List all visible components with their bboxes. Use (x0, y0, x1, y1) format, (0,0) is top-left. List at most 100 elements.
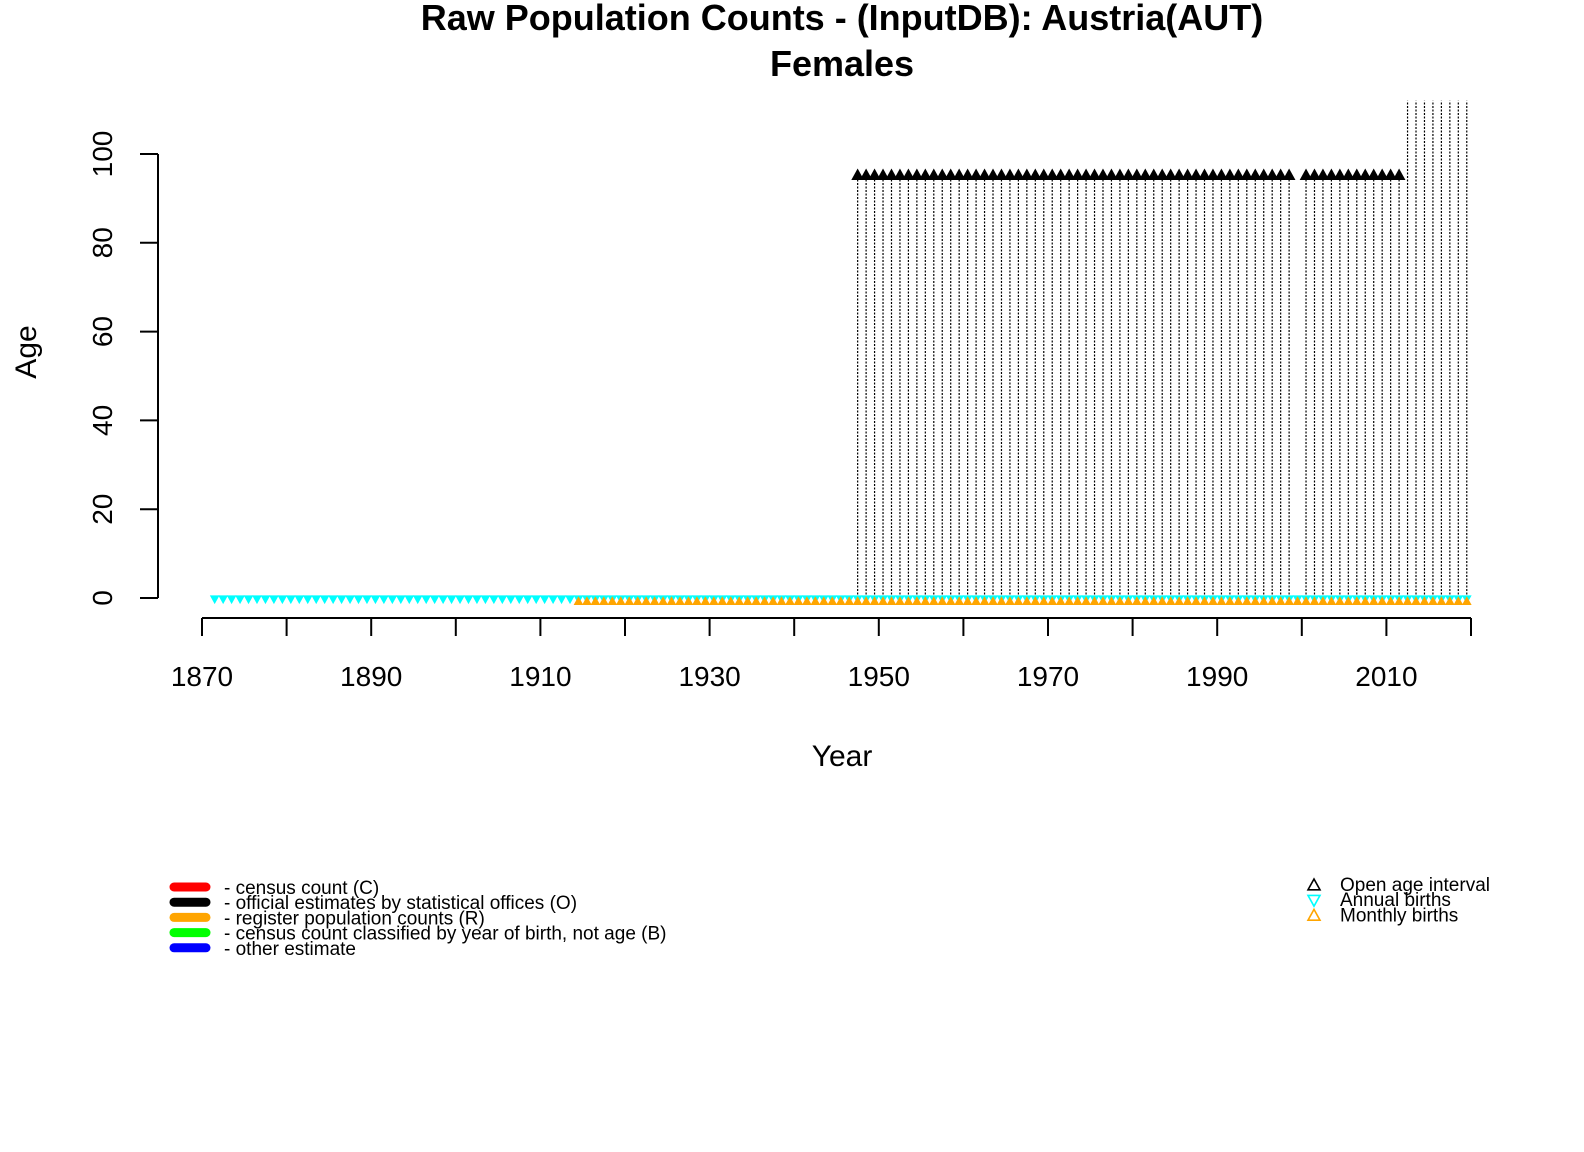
open-age-point (868, 168, 881, 180)
monthly-births-point (1453, 596, 1464, 606)
monthly-births-point (1131, 596, 1142, 606)
chart-title: Raw Population Counts - (InputDB): Austr… (421, 0, 1264, 38)
annual-births-point (302, 595, 313, 605)
open-age-point (1105, 168, 1118, 180)
annual-births-point (319, 595, 330, 605)
monthly-births-point (1241, 596, 1252, 606)
legend-label: Open age interval (1340, 875, 1490, 896)
monthly-births-point (1428, 596, 1438, 606)
monthly-births-point (1394, 596, 1404, 606)
monthly-births-point (632, 596, 643, 606)
open-age-point (1012, 168, 1025, 180)
open-age-point (1223, 168, 1237, 180)
open-age-point (918, 168, 932, 180)
legend-marker (1306, 907, 1322, 922)
annual-births-point (252, 595, 262, 605)
y-tick-label: 40 (87, 405, 118, 436)
legend-label: - census count (C) (224, 878, 379, 899)
open-age-point (1003, 168, 1017, 180)
annual-births-point (472, 595, 482, 605)
monthly-births-point (979, 596, 990, 606)
open-age-point (1299, 168, 1313, 180)
open-age-point (978, 168, 991, 180)
chart-subtitle: Females (770, 43, 914, 84)
legend-label: Annual births (1340, 890, 1451, 911)
open-age-point (1147, 168, 1161, 180)
annual-births-point (243, 595, 254, 605)
open-age-point (1113, 168, 1127, 180)
annual-births-point (497, 595, 508, 605)
monthly-births-point (1326, 596, 1337, 606)
y-tick-label: 60 (87, 316, 118, 347)
monthly-births-point (1385, 596, 1396, 606)
open-age-point (952, 168, 966, 180)
x-tick-label: 1990 (1186, 661, 1248, 692)
legend-marker (1306, 894, 1322, 908)
monthly-births-point (1199, 596, 1210, 606)
annual-births-point (336, 595, 347, 605)
monthly-births-point (1123, 596, 1134, 606)
monthly-births-point (768, 596, 778, 606)
annual-births-point (455, 595, 465, 605)
annual-births-point (362, 595, 372, 605)
x-tick-label: 1870 (171, 661, 233, 692)
monthly-births-point (1013, 596, 1024, 606)
open-age-point (1062, 168, 1076, 180)
monthly-births-point (937, 596, 948, 606)
monthly-births-point (1419, 596, 1430, 606)
monthly-births-point (1343, 596, 1354, 606)
open-age-point (1282, 168, 1296, 180)
monthly-births-point (1301, 596, 1311, 606)
monthly-births-point (1292, 596, 1303, 606)
monthly-births-point (1047, 596, 1058, 606)
open-age-point (1138, 168, 1152, 180)
open-age-point (851, 168, 865, 180)
x-axis: 1870 1890 1910 1930 1950 1970 1990 2010 (171, 617, 1472, 692)
monthly-births-point (1377, 596, 1388, 606)
monthly-births-point (971, 596, 981, 606)
monthly-births-point (1089, 596, 1100, 606)
open-age-point (1215, 168, 1228, 180)
open-age-point (1037, 168, 1051, 180)
open-age-point (961, 168, 974, 180)
y-axis-label: Age (10, 325, 43, 378)
plot-area (209, 100, 1472, 606)
monthly-births-point (844, 596, 855, 606)
open-age-point (1375, 168, 1389, 180)
annual-births-point (412, 595, 423, 605)
open-age-point (1088, 168, 1101, 180)
annual-births-point (235, 595, 245, 605)
open-age-point (910, 168, 924, 180)
open-age-point (1079, 168, 1093, 180)
monthly-births-point (607, 596, 618, 606)
monthly-births-point (1275, 596, 1286, 606)
open-age-point (1028, 168, 1042, 180)
annual-births-point (429, 595, 440, 605)
x-axis-label: Year (812, 740, 873, 773)
legend-label: Monthly births (1340, 905, 1458, 926)
open-age-point (1231, 168, 1245, 180)
monthly-births-point (759, 596, 770, 606)
monthly-births-point (1402, 596, 1413, 606)
open-age-point (1367, 168, 1381, 180)
monthly-births-point (624, 596, 635, 606)
monthly-births-point (1233, 596, 1244, 606)
open-age-point (1071, 168, 1084, 180)
monthly-births-point (1225, 596, 1235, 606)
annual-births-point (421, 595, 432, 605)
monthly-births-point (1140, 596, 1151, 606)
monthly-births-point (818, 596, 829, 606)
annual-births-point (539, 595, 550, 605)
open-age-point (1384, 168, 1397, 180)
monthly-births-point (912, 596, 922, 606)
open-age-point (944, 168, 958, 180)
open-age-point (1333, 168, 1347, 180)
annual-births-point (328, 595, 338, 605)
legend-left: - census count (C)- official estimates b… (169, 878, 667, 960)
monthly-births-point (649, 596, 660, 606)
monthly-births-point (1461, 596, 1472, 606)
annual-births-point (438, 595, 448, 605)
y-tick-label: 0 (87, 590, 118, 606)
annual-births-point (531, 595, 542, 605)
